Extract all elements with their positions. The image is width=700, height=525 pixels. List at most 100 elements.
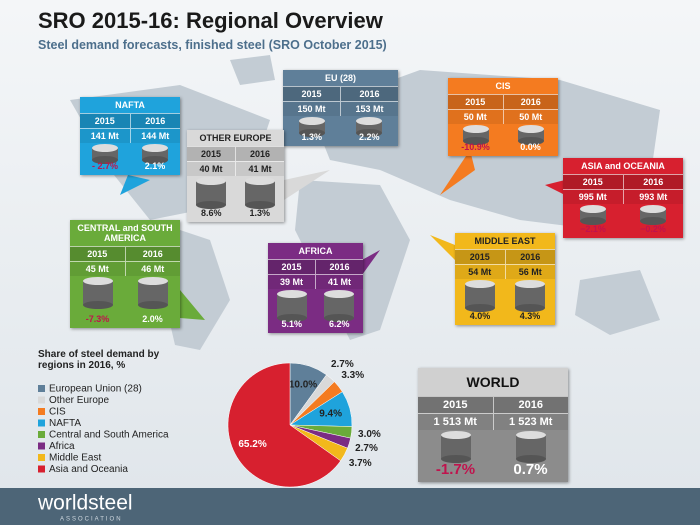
growth-cell: 4.3% xyxy=(505,279,555,325)
year-row: 2015 2016 xyxy=(80,113,180,128)
cylinder-base xyxy=(462,137,489,145)
year: 2016 xyxy=(235,147,284,161)
region-name: AFRICA xyxy=(298,246,333,256)
growth: - 2.7% xyxy=(91,161,118,171)
legend-swatch xyxy=(38,454,45,461)
growth-cell: 2.2% xyxy=(341,116,399,146)
legend-label: Africa xyxy=(49,441,75,452)
legend-label: Asia and Oceania xyxy=(49,464,128,475)
growth: 2.2% xyxy=(358,132,380,142)
growth-row: -10.9% 0.0% xyxy=(448,124,558,156)
region-name: CENTRAL and SOUTH AMERICA xyxy=(77,223,173,243)
cylinder-base xyxy=(356,129,383,137)
legend-swatch xyxy=(38,465,45,473)
growth-cell: 2.1% xyxy=(130,143,180,175)
region-box: CENTRAL and SOUTH AMERICA 2015 2016 45 Mt 46… xyxy=(70,220,180,328)
legend-label: Central and South America xyxy=(49,430,169,441)
year: 2016 xyxy=(622,175,684,189)
growth: 2.0% xyxy=(142,314,163,324)
demand: 41 Mt xyxy=(315,275,363,289)
cylinder-top xyxy=(298,117,325,125)
cylinder-top xyxy=(92,144,118,152)
cylinder-top xyxy=(142,144,168,152)
demand: 54 Mt xyxy=(468,267,492,277)
cylinder-base xyxy=(82,301,113,309)
demand: 39 Mt xyxy=(279,277,303,287)
footer-tagline: ASSOCIATION xyxy=(60,517,123,523)
year-row: 2015 2016 xyxy=(448,94,558,109)
cylinder-base xyxy=(276,314,307,322)
legend-label: CIS xyxy=(49,407,66,418)
cylinder-base xyxy=(580,217,606,225)
growth-cell: -1.7% xyxy=(418,430,493,482)
cylinder-base xyxy=(92,156,118,164)
growth-cell: 0.0% xyxy=(503,124,558,156)
legend-label: NAFTA xyxy=(49,418,81,429)
cylinder xyxy=(580,205,606,225)
demand: 45 Mt xyxy=(85,264,109,274)
growth: −2.1% xyxy=(580,224,606,234)
demand: 995 Mt xyxy=(578,192,607,202)
region-name: NAFTA xyxy=(115,100,145,110)
legend-label: Middle East xyxy=(49,453,101,464)
title: SRO 2015-16: Regional Overview xyxy=(38,8,383,33)
callout xyxy=(180,290,205,320)
legend-swatch xyxy=(38,385,45,392)
growth-cell: 6.2% xyxy=(316,289,364,333)
year: 2016 xyxy=(340,87,398,101)
demand: 40 Mt xyxy=(199,164,223,174)
value-label: 2.7% xyxy=(355,443,378,454)
demand: 50 Mt xyxy=(502,110,559,124)
cylinder-base xyxy=(640,217,666,225)
cylinder xyxy=(276,290,307,322)
cylinder-top xyxy=(244,177,275,185)
year: 2015 xyxy=(582,177,603,187)
cylinder-top xyxy=(356,117,383,125)
value-label: 2.7% xyxy=(331,359,354,370)
year: 2015 xyxy=(469,252,490,262)
year: 2015 xyxy=(94,116,115,126)
year-row: 2015 2016 xyxy=(418,396,568,413)
growth-cell: 1.3% xyxy=(236,176,285,222)
demand: 50 Mt xyxy=(463,112,487,122)
cylinder xyxy=(356,117,383,137)
region-name: CIS xyxy=(495,81,511,91)
year-row: 2015 2016 xyxy=(187,146,284,161)
cylinder-base xyxy=(142,156,168,164)
region-box: NAFTA 2015 2016 141 Mt 144 Mt - 2.7% 2.1% xyxy=(80,97,180,175)
cylinder xyxy=(640,205,666,225)
year: 2015 xyxy=(87,249,108,259)
demand-row: 50 Mt 50 Mt xyxy=(448,109,558,124)
growth: -10.9% xyxy=(461,142,490,152)
cylinder-base xyxy=(517,137,544,145)
cylinder-top xyxy=(640,205,666,213)
cylinder-base xyxy=(298,129,325,137)
cylinder xyxy=(465,280,495,312)
growth-cell: −2.1% xyxy=(563,204,623,238)
cylinder xyxy=(324,290,355,322)
demand: 46 Mt xyxy=(124,262,181,276)
year: 2015 xyxy=(465,97,486,107)
demand: 1 523 Mt xyxy=(492,414,569,430)
legend-swatch xyxy=(38,396,45,404)
callout xyxy=(362,250,380,275)
demand: 41 Mt xyxy=(235,162,284,176)
growth-cell: 8.6% xyxy=(187,176,236,222)
region-box: OTHER EUROPE 2015 2016 40 Mt 41 Mt 8.6% 1.3% xyxy=(187,130,284,222)
cylinder-top xyxy=(515,280,545,288)
cylinder-top xyxy=(465,280,495,288)
cylinder-top xyxy=(82,277,113,285)
demand-row: 1 513 Mt 1 523 Mt xyxy=(418,413,568,430)
demand-row: 39 Mt 41 Mt xyxy=(268,274,363,289)
callout xyxy=(120,175,150,195)
demand: 993 Mt xyxy=(622,190,684,204)
year: 2016 xyxy=(492,397,569,413)
value-label: 3.0% xyxy=(358,429,381,440)
cylinder-base xyxy=(244,201,275,209)
growth-row: 4.0% 4.3% xyxy=(455,279,555,325)
demand-row: 150 Mt 153 Mt xyxy=(283,101,398,116)
legend-swatch xyxy=(38,419,45,427)
pie-title: Share of steel demand by regions in 2016… xyxy=(38,349,160,371)
legend-swatch xyxy=(38,442,45,450)
growth: 0.7% xyxy=(513,461,548,478)
